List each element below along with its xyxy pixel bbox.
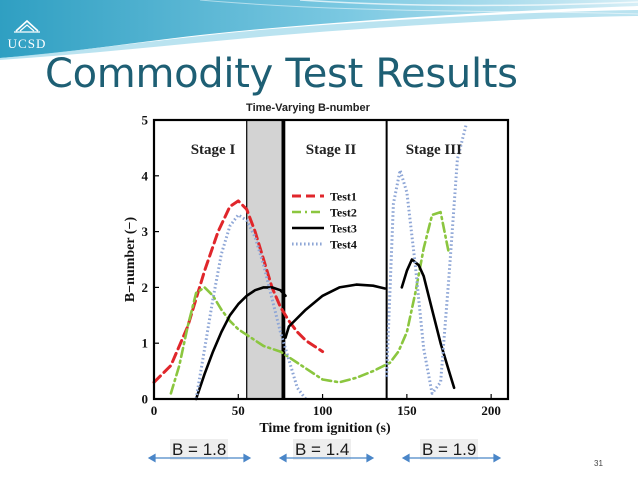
x-tick-label: 200	[481, 403, 501, 418]
logo-text: UCSD	[7, 36, 47, 51]
arrowhead-left-1	[147, 453, 156, 463]
trident-seal-icon	[14, 19, 40, 33]
page-number: 31	[594, 459, 603, 468]
x-tick-label: 0	[151, 403, 158, 418]
y-tick-label: 1	[142, 336, 149, 351]
stage-span-arrows	[147, 453, 502, 463]
b-value-stage-3: B = 1.9	[420, 439, 479, 460]
stage-label: Stage I	[191, 142, 236, 158]
y-tick-label: 2	[142, 280, 149, 295]
arrowhead-left-2	[278, 453, 287, 463]
stage-label: Stage II	[306, 142, 357, 158]
slide-title: Commodity Test Results	[45, 51, 518, 97]
arrowhead-left-3	[401, 453, 410, 463]
series-line-test4-segment-1	[194, 213, 307, 400]
x-tick-label: 100	[313, 403, 333, 418]
x-tick-label: 50	[232, 403, 245, 418]
y-tick-label: 5	[142, 113, 149, 128]
chart-title: Time-Varying B-number	[246, 102, 370, 114]
y-tick-label: 4	[142, 168, 149, 183]
stage-label: Stage III	[406, 142, 462, 158]
ucsd-logo: UCSD	[4, 18, 50, 52]
y-tick-label: 0	[142, 392, 149, 407]
series-line-test3-segment-1	[194, 286, 287, 401]
b-value-stage-2: B = 1.4	[293, 439, 352, 460]
legend-label-test3: Test3	[330, 222, 357, 236]
y-axis-label: B−number (−)	[123, 217, 138, 303]
arrowhead-right-1	[243, 453, 252, 463]
plot-frame	[152, 118, 510, 401]
series-line-test2	[169, 210, 451, 395]
x-tick-label: 150	[397, 403, 417, 418]
arrowhead-right-2	[366, 453, 375, 463]
y-tick-label: 3	[142, 224, 149, 239]
legend-label-test1: Test1	[330, 190, 357, 204]
series-line-test1	[152, 199, 325, 384]
plot-area	[154, 120, 508, 399]
series-line-test3-segment-2	[284, 283, 387, 339]
series-line-test4-segment-2	[385, 125, 468, 395]
header-banner	[0, 0, 638, 60]
legend-label-test4: Test4	[330, 238, 357, 252]
arrowhead-right-3	[493, 453, 502, 463]
b-value-stage-1: B = 1.8	[170, 439, 229, 460]
legend-label-test2: Test2	[330, 206, 357, 220]
x-axis-label: Time from ignition (s)	[259, 421, 391, 436]
series-line-test3-segment-3	[400, 258, 456, 390]
b-number-chart: 0 50 100 150 200 0 1 2 3 4 5 Time from ignition (s)…	[123, 113, 510, 436]
